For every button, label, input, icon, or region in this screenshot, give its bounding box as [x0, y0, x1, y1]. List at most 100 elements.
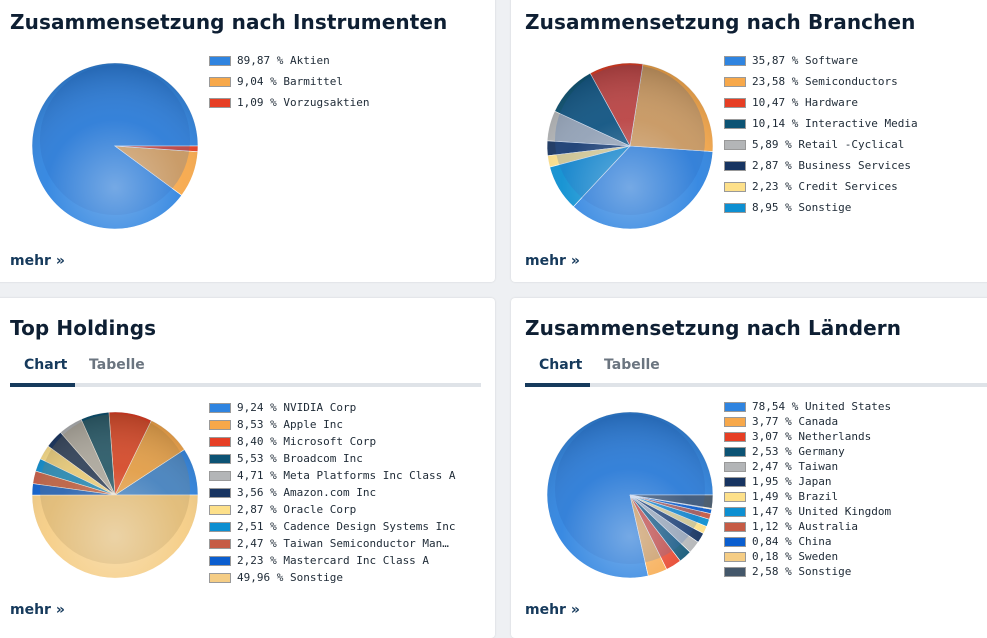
tab-active-indicator	[10, 383, 75, 387]
legend-swatch	[724, 477, 746, 487]
legend-swatch	[724, 552, 746, 562]
legend-swatch	[724, 447, 746, 457]
tab-chart[interactable]: Chart	[539, 357, 583, 373]
legend-label: 10,47 % Hardware	[752, 96, 858, 109]
legend-swatch	[209, 556, 231, 566]
card-title: Zusammensetzung nach Branchen	[525, 10, 916, 34]
mehr-link[interactable]: mehr »	[525, 253, 580, 269]
card-title: Zusammensetzung nach Instrumenten	[10, 10, 448, 34]
legend-swatch	[724, 140, 746, 150]
legend-label: 3,77 % Canada	[752, 415, 839, 428]
legend-label: 10,14 % Interactive Media	[752, 117, 918, 130]
tab-active-indicator	[525, 383, 590, 387]
legend-swatch	[209, 471, 231, 481]
pie-chart-laender	[546, 411, 714, 579]
legend-label: 2,51 % Cadence Design Systems Inc	[237, 520, 456, 533]
legend-swatch	[724, 417, 746, 427]
mehr-link-label: mehr	[10, 253, 51, 269]
legend-label: 89,87 % Aktien	[237, 54, 330, 67]
legend-label: 0,18 % Sweden	[752, 550, 839, 563]
legend-swatch	[724, 537, 746, 547]
legend-label: 49,96 % Sonstige	[237, 571, 343, 584]
pie-chart-top-holdings	[31, 411, 199, 579]
legend-label: 2,23 % Mastercard Inc Class A	[237, 554, 430, 567]
pie-gloss	[547, 63, 713, 229]
mehr-link-label: mehr	[525, 253, 566, 269]
legend-swatch	[724, 98, 746, 108]
legend-swatch	[209, 56, 231, 66]
legend-swatch	[209, 539, 231, 549]
legend-swatch	[209, 505, 231, 515]
card-top-holdings: Top Holdings Chart Tabelle 9,24 % NVIDIA…	[0, 298, 495, 638]
card-title: Zusammensetzung nach Ländern	[525, 316, 902, 340]
tab-tabelle[interactable]: Tabelle	[89, 357, 145, 373]
legend-swatch	[209, 573, 231, 583]
legend-swatch	[724, 462, 746, 472]
mehr-link[interactable]: mehr »	[10, 602, 65, 618]
legend-label: 2,47 % Taiwan Semiconductor Man…	[237, 537, 449, 550]
legend-label: 5,53 % Broadcom Inc	[237, 452, 363, 465]
legend-swatch	[724, 203, 746, 213]
legend-label: 2,23 % Credit Services	[752, 180, 898, 193]
legend-label: 2,53 % Germany	[752, 445, 845, 458]
legend-label: 1,47 % United Kingdom	[752, 505, 892, 518]
legend-swatch	[724, 182, 746, 192]
pie-gloss	[547, 412, 713, 578]
legend-label: 23,58 % Semiconductors	[752, 75, 898, 88]
double-chevron-right-icon: »	[55, 253, 65, 269]
legend-label: 9,04 % Barmittel	[237, 75, 343, 88]
card-branchen: Zusammensetzung nach Branchen 35,87 % So…	[511, 0, 987, 282]
legend-swatch	[724, 522, 746, 532]
legend-swatch	[724, 77, 746, 87]
double-chevron-right-icon: »	[570, 602, 580, 618]
legend-label: 2,87 % Oracle Corp	[237, 503, 357, 516]
card-title: Top Holdings	[10, 316, 157, 340]
legend-swatch	[209, 488, 231, 498]
mehr-link-label: mehr	[525, 602, 566, 618]
legend-swatch	[724, 432, 746, 442]
tab-tabelle[interactable]: Tabelle	[604, 357, 660, 373]
legend-label: 1,09 % Vorzugsaktien	[237, 96, 370, 109]
legend-label: 3,07 % Netherlands	[752, 430, 872, 443]
legend-label: 2,47 % Taiwan	[752, 460, 839, 473]
legend-swatch	[724, 56, 746, 66]
legend-label: 78,54 % United States	[752, 400, 892, 413]
pie-chart-instrumente	[31, 62, 199, 230]
legend-swatch	[209, 403, 231, 413]
legend-swatch	[724, 507, 746, 517]
legend-label: 1,95 % Japan	[752, 475, 832, 488]
mehr-link[interactable]: mehr »	[10, 253, 65, 269]
legend-swatch	[724, 492, 746, 502]
legend-swatch	[209, 420, 231, 430]
legend-label: 1,49 % Brazil	[752, 490, 839, 503]
mehr-link-label: mehr	[10, 602, 51, 618]
legend-label: 8,53 % Apple Inc	[237, 418, 343, 431]
tab-rule	[10, 383, 481, 387]
double-chevron-right-icon: »	[570, 253, 580, 269]
tab-rule	[525, 383, 987, 387]
legend-swatch	[724, 567, 746, 577]
legend-label: 1,12 % Australia	[752, 520, 858, 533]
legend-label: 4,71 % Meta Platforms Inc Class A	[237, 469, 456, 482]
legend-swatch	[724, 161, 746, 171]
legend-label: 9,24 % NVIDIA Corp	[237, 401, 357, 414]
legend-label: 0,84 % China	[752, 535, 832, 548]
legend-swatch	[724, 402, 746, 412]
legend-label: 8,95 % Sonstige	[752, 201, 852, 214]
legend-swatch	[209, 98, 231, 108]
legend-label: 8,40 % Microsoft Corp	[237, 435, 377, 448]
double-chevron-right-icon: »	[55, 602, 65, 618]
legend-swatch	[724, 119, 746, 129]
pie-gloss	[32, 412, 198, 578]
legend-label: 3,56 % Amazon.com Inc	[237, 486, 377, 499]
pie-gloss	[32, 63, 198, 229]
legend-swatch	[209, 77, 231, 87]
legend-label: 35,87 % Software	[752, 54, 858, 67]
legend-label: 2,58 % Sonstige	[752, 565, 852, 578]
mehr-link[interactable]: mehr »	[525, 602, 580, 618]
pie-chart-branchen	[546, 62, 714, 230]
tab-chart[interactable]: Chart	[24, 357, 68, 373]
legend-swatch	[209, 522, 231, 532]
legend-label: 2,87 % Business Services	[752, 159, 911, 172]
card-laender: Zusammensetzung nach Ländern Chart Tabel…	[511, 298, 987, 638]
